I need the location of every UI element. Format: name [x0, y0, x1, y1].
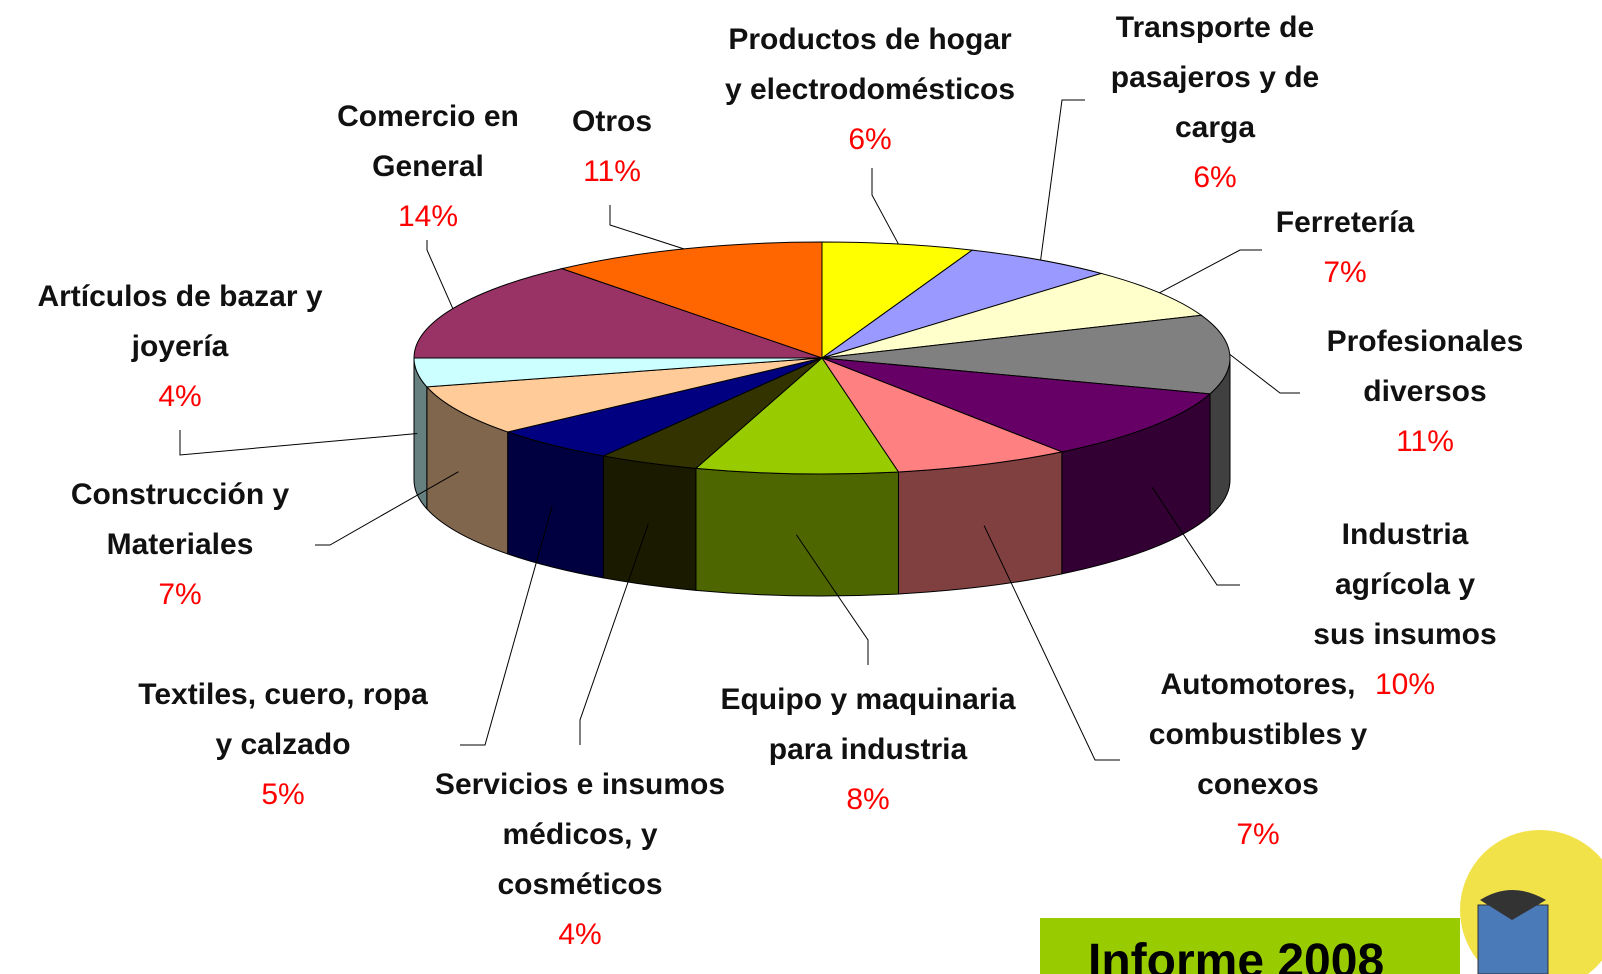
slice-label: Industria agrícola y sus insumos 10% — [1307, 510, 1504, 710]
leader-line — [609, 205, 684, 250]
value-label: 5% — [261, 778, 305, 811]
value-label: 4% — [558, 918, 602, 951]
slice-label: Profesionales diversos 11% — [1327, 317, 1524, 467]
slice-side — [695, 467, 899, 597]
slice — [820, 356, 1064, 473]
slice-label: Transporte de pasajeros y de carga 6% — [1111, 3, 1319, 203]
value-label: 10% — [1374, 668, 1436, 701]
slice-side — [602, 455, 697, 591]
category-label: Profesionales diversos — [1326, 325, 1524, 408]
category-label: Automotores, combustibles y conexos — [1148, 668, 1368, 801]
slice — [821, 314, 1231, 395]
leader-line — [579, 523, 649, 745]
slice-side — [897, 451, 1063, 595]
slice-label: Automotores, combustibles y conexos 7% — [1149, 660, 1367, 860]
value-label: 14% — [397, 200, 459, 233]
slice — [821, 357, 1212, 453]
value-label: 4% — [158, 380, 202, 413]
slice-label: Construcción y Materiales 7% — [71, 470, 289, 620]
leader-line — [871, 168, 899, 245]
slice-label: Ferretería 7% — [1276, 198, 1414, 298]
slice-side — [507, 431, 604, 579]
leader-line — [1159, 249, 1262, 294]
value-label: 7% — [1236, 818, 1280, 851]
slice — [560, 241, 823, 359]
value-label: 11% — [1396, 425, 1454, 458]
slice-label: Comercio en General 14% — [337, 92, 519, 242]
leader-line — [795, 534, 869, 665]
value-label: 8% — [846, 783, 890, 816]
slice — [694, 357, 900, 475]
category-label: Comercio en General — [337, 100, 519, 183]
value-label: 6% — [1193, 161, 1237, 194]
slice-label: Artículos de bazar y joyería 4% — [37, 272, 322, 422]
badge: Informe 2008 — [1040, 918, 1460, 974]
leader-line — [460, 505, 553, 746]
category-label: Productos de hogar y electrodomésticos — [724, 23, 1016, 106]
category-label: Servicios e insumos médicos, y cosmético… — [434, 768, 726, 901]
category-label: Construcción y Materiales — [70, 478, 290, 561]
slice-label: Productos de hogar y electrodomésticos 6% — [725, 15, 1015, 165]
badge-text: Informe 2008 — [1088, 935, 1385, 974]
leader-line — [983, 525, 1120, 761]
category-label: Textiles, cuero, ropa y calzado — [138, 678, 428, 761]
slice-label: Textiles, cuero, ropa y calzado 5% — [138, 670, 428, 820]
category-label: Equipo y maquinaria para industria — [720, 683, 1016, 766]
slice-label: Equipo y maquinaria para industria 8% — [720, 675, 1015, 825]
slice — [821, 272, 1203, 359]
category-label: Transporte de pasajeros y de carga — [1110, 11, 1320, 144]
category-label: Otros — [571, 105, 653, 138]
leader-line — [426, 240, 454, 309]
logo — [1460, 830, 1602, 974]
value-label: 7% — [1323, 256, 1367, 289]
category-label: Artículos de bazar y joyería — [37, 280, 323, 363]
category-label: Industria agrícola y sus insumos — [1313, 518, 1497, 651]
leader-line — [1151, 486, 1240, 586]
leader-line — [1229, 353, 1300, 394]
slice-label: Servicios e insumos médicos, y cosmético… — [435, 760, 725, 960]
leader-line — [179, 430, 418, 456]
slice — [425, 357, 823, 433]
leader-line — [1040, 99, 1085, 261]
value-label: 7% — [158, 578, 202, 611]
category-label: Ferretería — [1275, 206, 1415, 239]
slice — [821, 241, 974, 359]
slice-label: Otros 11% — [572, 97, 652, 197]
leader-line — [315, 471, 459, 546]
value-label: 11% — [583, 155, 641, 188]
value-label: 6% — [848, 123, 892, 156]
